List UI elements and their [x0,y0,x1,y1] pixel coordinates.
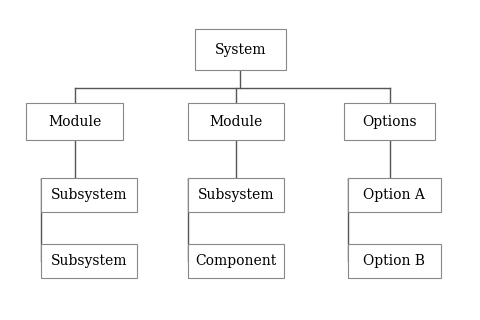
FancyBboxPatch shape [41,244,137,277]
FancyBboxPatch shape [187,244,283,277]
FancyBboxPatch shape [347,244,440,277]
Text: Subsystem: Subsystem [50,188,127,202]
FancyBboxPatch shape [187,179,283,212]
FancyBboxPatch shape [187,103,283,140]
Text: Options: Options [361,115,416,129]
FancyBboxPatch shape [41,179,137,212]
Text: Module: Module [48,115,101,129]
FancyBboxPatch shape [347,179,440,212]
Text: Subsystem: Subsystem [197,188,274,202]
Text: Module: Module [209,115,262,129]
Text: Option A: Option A [363,188,424,202]
Text: Subsystem: Subsystem [50,254,127,268]
Text: System: System [214,43,266,57]
FancyBboxPatch shape [343,103,434,140]
Text: Option B: Option B [363,254,424,268]
FancyBboxPatch shape [26,103,122,140]
Text: Component: Component [195,254,276,268]
FancyBboxPatch shape [194,29,286,70]
